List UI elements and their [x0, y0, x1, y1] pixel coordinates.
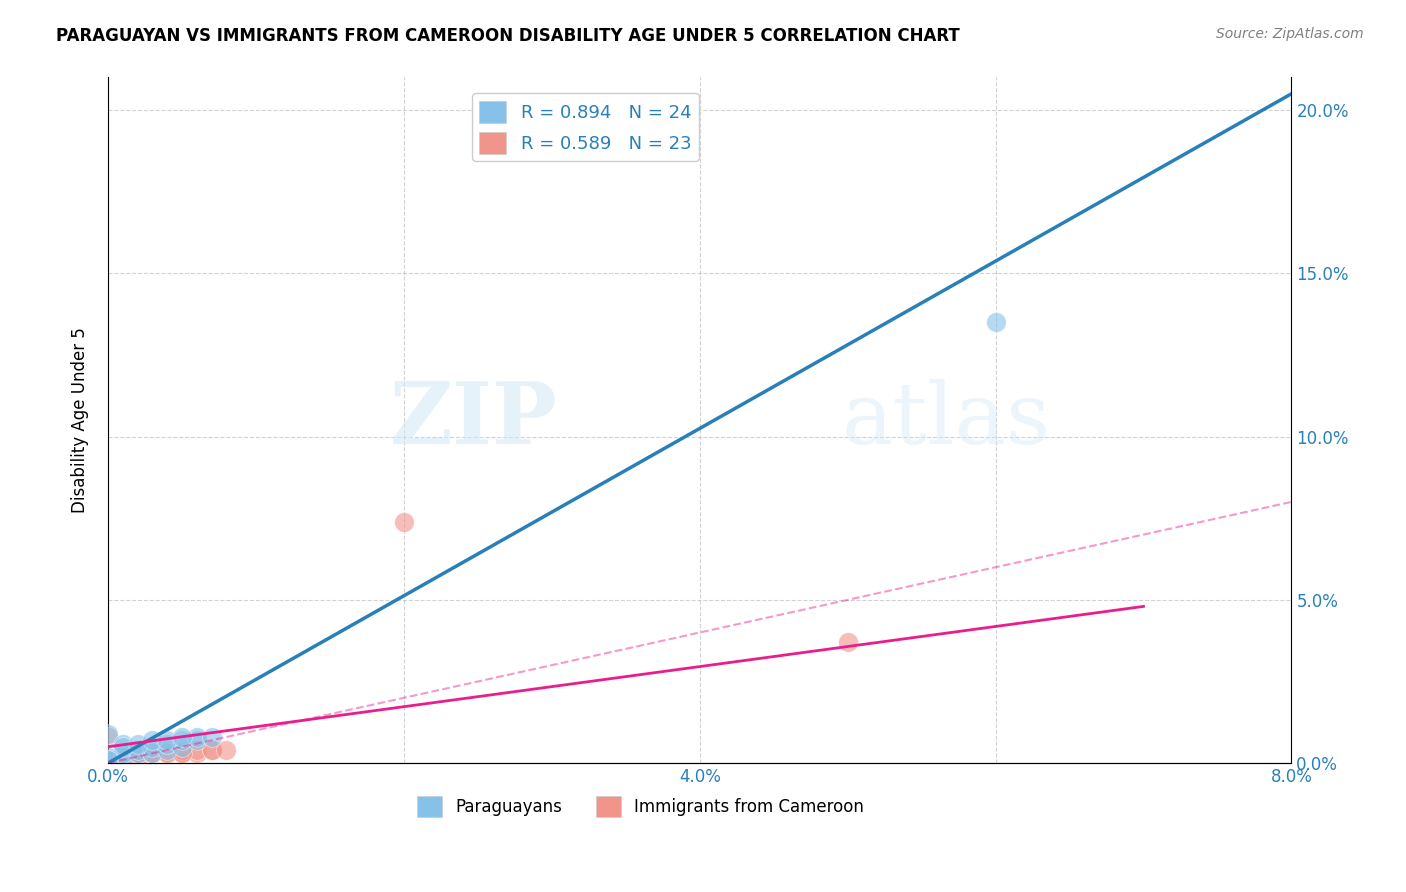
Legend: Paraguayans, Immigrants from Cameroon: Paraguayans, Immigrants from Cameroon — [411, 789, 870, 823]
Point — [127, 749, 149, 764]
Point — [186, 743, 208, 757]
Point — [156, 743, 179, 757]
Point — [97, 753, 120, 767]
Point — [170, 743, 193, 757]
Point — [156, 747, 179, 761]
Point — [170, 747, 193, 761]
Point — [111, 749, 134, 764]
Point — [97, 753, 120, 767]
Point — [186, 730, 208, 744]
Point — [141, 733, 163, 747]
Point — [156, 737, 179, 751]
Point — [111, 747, 134, 761]
Point — [170, 739, 193, 754]
Point — [111, 753, 134, 767]
Point — [170, 733, 193, 747]
Point — [127, 737, 149, 751]
Point — [141, 747, 163, 761]
Y-axis label: Disability Age Under 5: Disability Age Under 5 — [72, 327, 89, 513]
Point — [97, 730, 120, 744]
Point — [392, 515, 415, 529]
Point — [200, 743, 222, 757]
Point — [170, 747, 193, 761]
Point — [141, 747, 163, 761]
Point — [984, 315, 1007, 329]
Point — [186, 747, 208, 761]
Point — [141, 739, 163, 754]
Point — [127, 743, 149, 757]
Point — [97, 753, 120, 767]
Point — [127, 747, 149, 761]
Text: Source: ZipAtlas.com: Source: ZipAtlas.com — [1216, 27, 1364, 41]
Point — [97, 753, 120, 767]
Point — [97, 727, 120, 741]
Point — [200, 730, 222, 744]
Point — [200, 743, 222, 757]
Text: ZIP: ZIP — [389, 378, 558, 462]
Point — [837, 635, 859, 649]
Point — [141, 747, 163, 761]
Point — [215, 743, 238, 757]
Point — [127, 747, 149, 761]
Text: PARAGUAYAN VS IMMIGRANTS FROM CAMEROON DISABILITY AGE UNDER 5 CORRELATION CHART: PARAGUAYAN VS IMMIGRANTS FROM CAMEROON D… — [56, 27, 960, 45]
Point — [111, 749, 134, 764]
Point — [127, 749, 149, 764]
Point — [111, 737, 134, 751]
Point — [156, 747, 179, 761]
Point — [186, 733, 208, 747]
Point — [111, 739, 134, 754]
Text: atlas: atlas — [842, 379, 1050, 462]
Point — [170, 730, 193, 744]
Point — [97, 749, 120, 764]
Point — [156, 733, 179, 747]
Point — [141, 747, 163, 761]
